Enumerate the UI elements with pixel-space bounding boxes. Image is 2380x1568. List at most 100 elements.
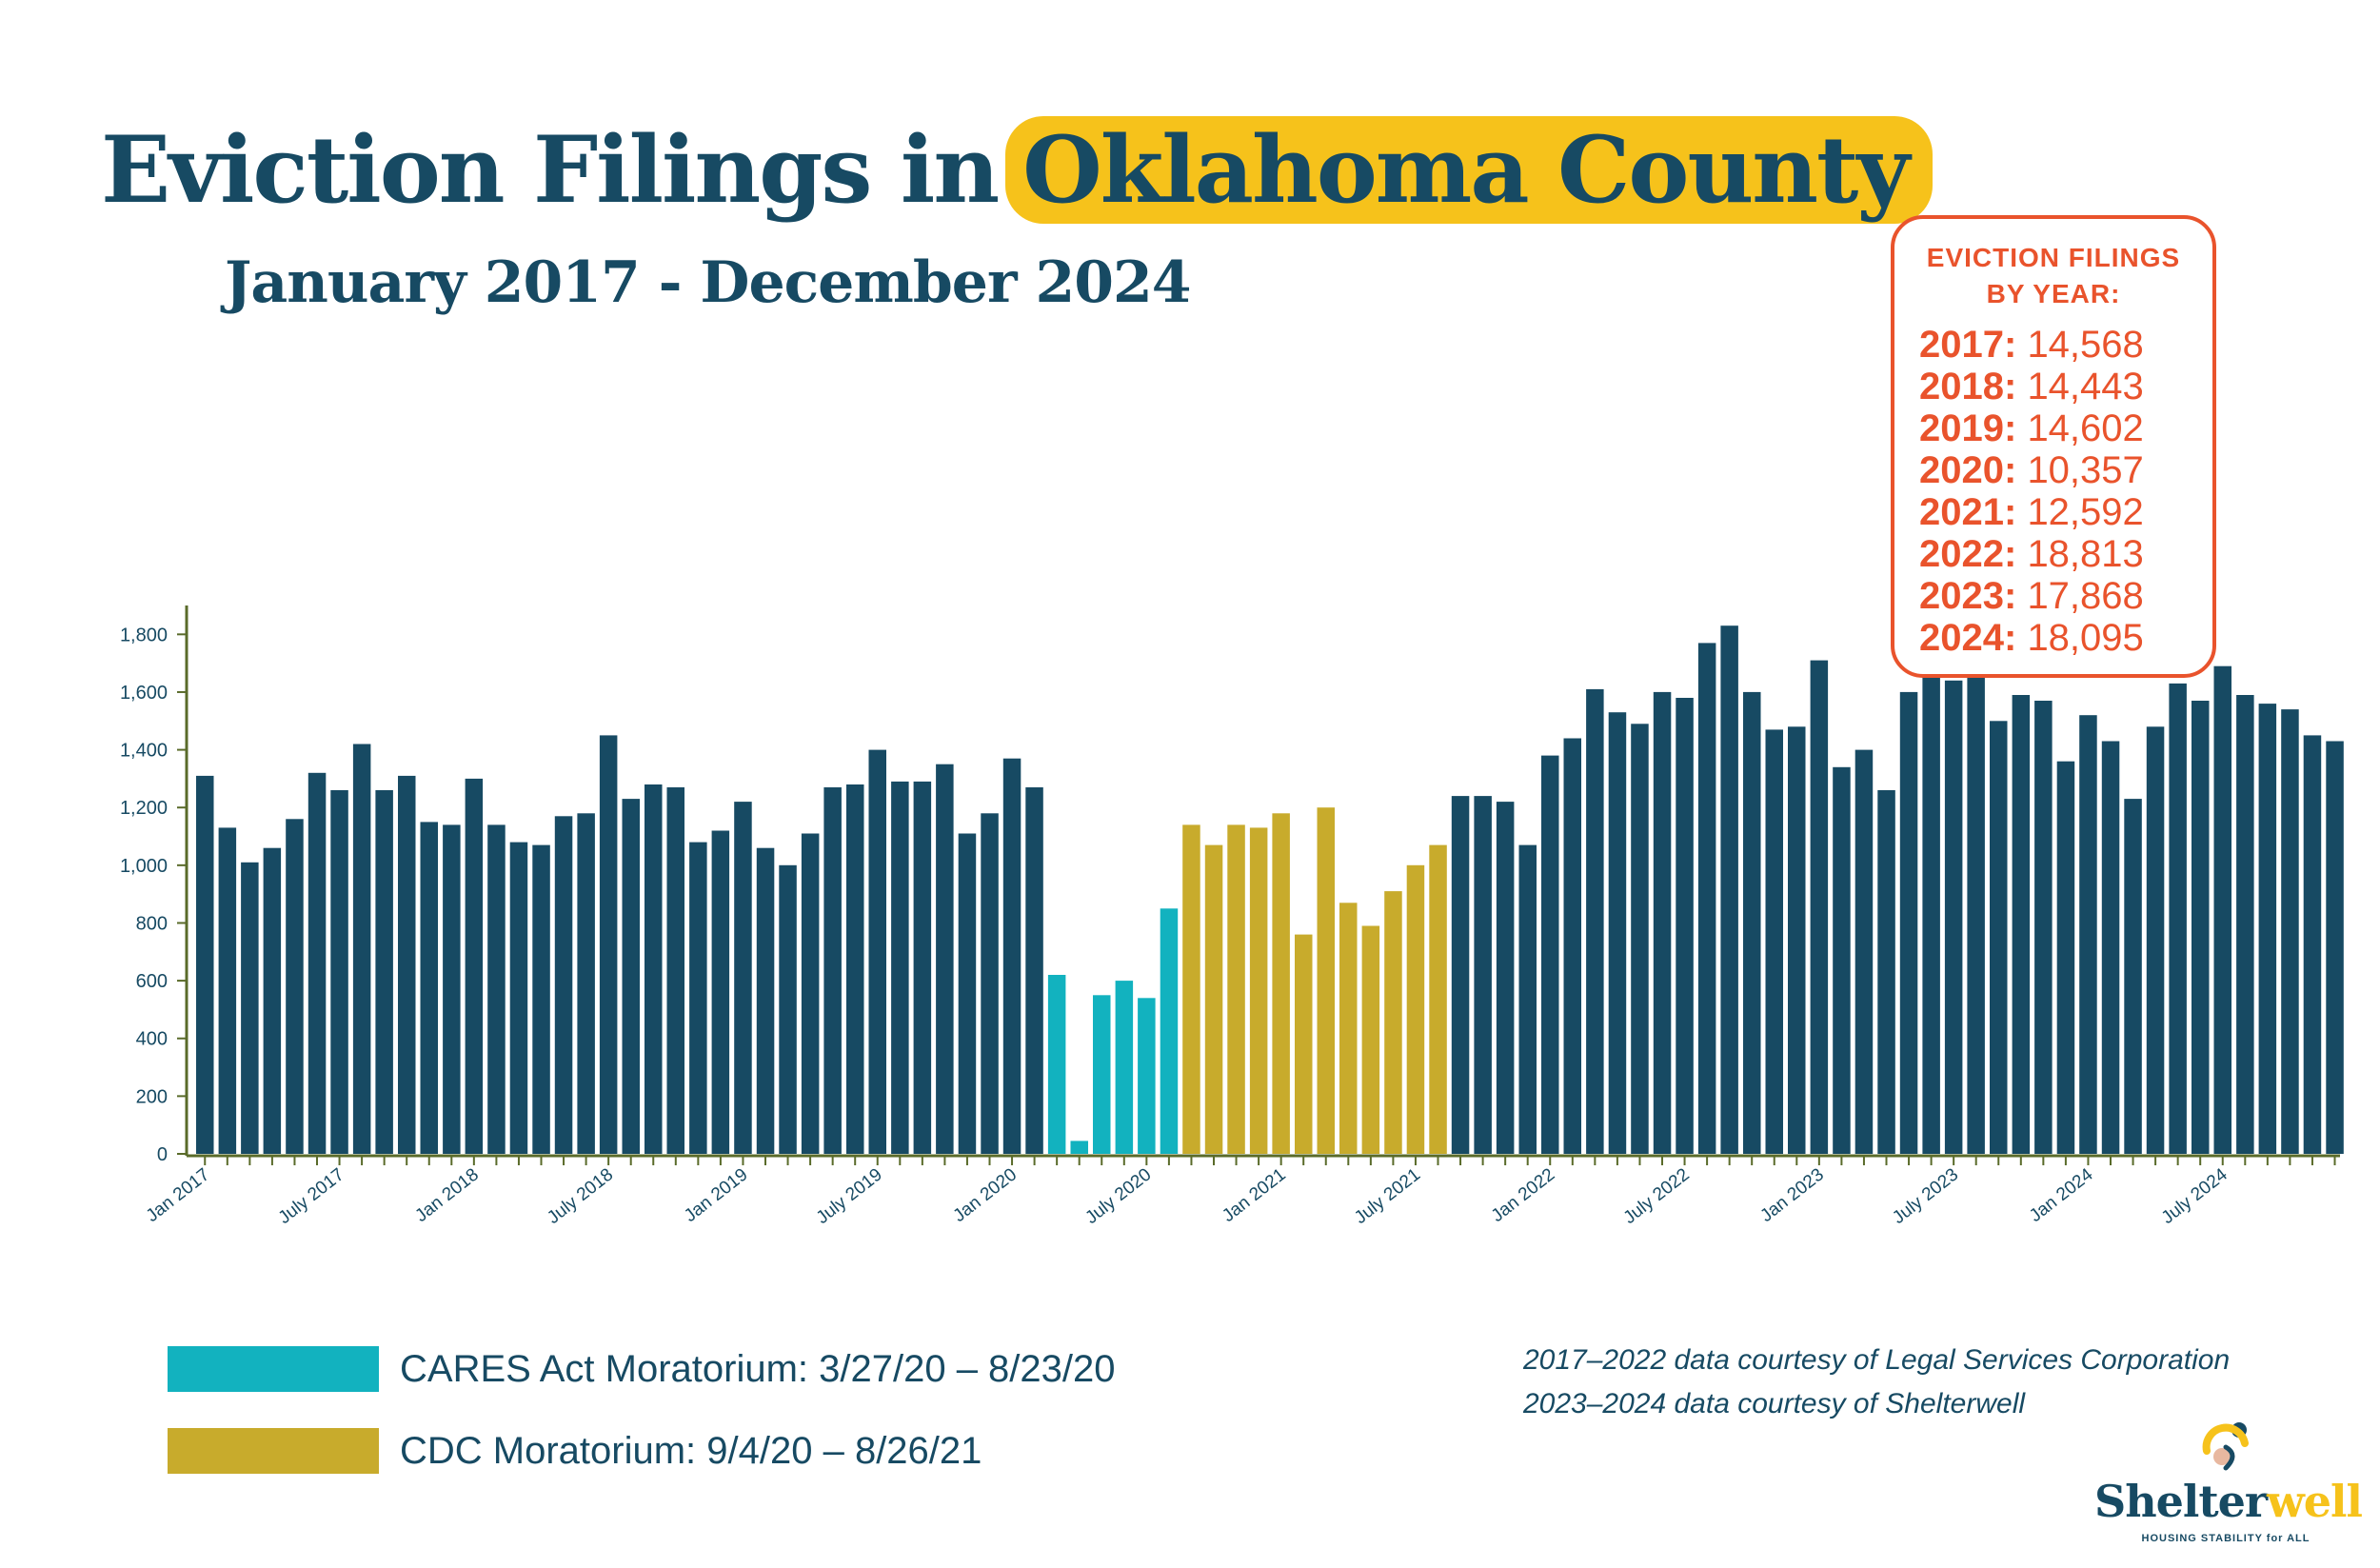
year-total-row: 2020: 10,357 — [1919, 449, 2212, 491]
y-tick-label: 1,600 — [120, 683, 168, 704]
bar — [241, 862, 259, 1154]
legend-swatch-cdc — [168, 1428, 379, 1474]
bar — [196, 775, 214, 1154]
legend-label-cdc: CDC Moratorium: 9/4/20 – 8/26/21 — [400, 1429, 982, 1472]
credit-line-2: 2023–2024 data courtesy of Shelterwell — [1523, 1388, 2026, 1419]
bar — [1810, 660, 1829, 1154]
bar — [1361, 925, 1380, 1154]
y-tick-label: 1,800 — [120, 625, 168, 645]
year-value: 14,568 — [2027, 324, 2144, 366]
bar — [756, 847, 775, 1154]
bar — [487, 824, 506, 1154]
yearly-totals-heading: EVICTION FILINGS BY YEAR: — [1894, 240, 2212, 312]
x-tick-label: Jan 2017 — [143, 1164, 214, 1226]
x-tick-label: Jan 2024 — [2026, 1164, 2097, 1226]
bar — [1967, 674, 1985, 1154]
logo-word-2: well — [2267, 1476, 2363, 1527]
bar — [443, 824, 461, 1154]
chart-title: Eviction Filings in Oklahoma County — [101, 116, 1934, 224]
bar — [2236, 695, 2254, 1154]
bar — [711, 830, 730, 1154]
yearly-totals-heading-line1: EVICTION FILINGS — [1926, 243, 2181, 272]
bar — [846, 784, 864, 1154]
bar — [2056, 761, 2075, 1154]
bar — [689, 842, 707, 1154]
bar — [1788, 726, 1806, 1154]
bar — [666, 787, 684, 1154]
bar — [1339, 903, 1358, 1154]
year-label: 2019: — [1919, 407, 2017, 449]
legend-cares: CARES Act Moratorium: 3/27/20 – 8/23/20 — [168, 1346, 1116, 1392]
bar — [1877, 790, 1895, 1154]
bar — [330, 790, 348, 1154]
year-label: 2017: — [1919, 324, 2017, 366]
bar — [1944, 680, 1963, 1154]
y-tick-label: 1,400 — [120, 741, 168, 762]
year-total-row: 2022: 18,813 — [1919, 533, 2212, 575]
bar — [1518, 844, 1537, 1154]
yearly-totals-box: EVICTION FILINGS BY YEAR: 2017: 14,568 2… — [1891, 215, 2216, 678]
x-tick-label: July 2017 — [275, 1164, 348, 1228]
bar — [554, 816, 573, 1154]
y-tick-label: 1,000 — [120, 856, 168, 877]
year-label: 2020: — [1919, 449, 2017, 491]
year-label: 2023: — [1919, 575, 2017, 617]
year-value: 10,357 — [2027, 449, 2144, 491]
bar — [1115, 981, 1134, 1154]
bar — [981, 813, 999, 1154]
bar — [1474, 796, 1492, 1154]
year-label: 2021: — [1919, 491, 2017, 533]
bar — [1182, 824, 1200, 1154]
logo-tagline: HOUSING STABILITY for ALL — [2141, 1533, 2311, 1544]
legend-label-cares: CARES Act Moratorium: 3/27/20 – 8/23/20 — [400, 1347, 1116, 1390]
year-value: 18,813 — [2027, 533, 2144, 575]
bar — [375, 790, 393, 1154]
bar — [2079, 715, 2097, 1154]
bar — [1541, 755, 1559, 1154]
x-tick-label: Jan 2018 — [411, 1164, 483, 1226]
bar — [1697, 643, 1716, 1154]
yearly-totals-heading-line2: BY YEAR: — [1986, 279, 2121, 308]
year-total-row: 2018: 14,443 — [1919, 366, 2212, 407]
year-value: 14,602 — [2027, 407, 2144, 449]
bar — [2192, 701, 2210, 1154]
bar — [263, 847, 282, 1154]
bar — [1227, 824, 1245, 1154]
year-total-row: 2024: 18,095 — [1919, 617, 2212, 659]
bar — [1406, 864, 1425, 1154]
bar — [913, 781, 932, 1154]
bar — [1160, 908, 1179, 1154]
bar — [218, 827, 237, 1154]
y-tick-label: 1,200 — [120, 798, 168, 819]
bar — [1676, 698, 1694, 1154]
year-total-row: 2023: 17,868 — [1919, 575, 2212, 617]
bar — [2169, 683, 2187, 1154]
y-tick-label: 600 — [136, 971, 168, 992]
bar — [1608, 712, 1627, 1154]
legend-cdc: CDC Moratorium: 9/4/20 – 8/26/21 — [168, 1428, 982, 1474]
year-label: 2018: — [1919, 366, 2017, 407]
year-value: 14,443 — [2027, 366, 2144, 407]
bar — [532, 844, 550, 1154]
year-value: 12,592 — [2027, 491, 2144, 533]
x-tick-label: July 2022 — [1620, 1164, 1694, 1228]
x-tick-label: July 2021 — [1351, 1164, 1424, 1228]
bar — [1384, 891, 1402, 1154]
bar — [2101, 741, 2120, 1154]
year-total-row: 2017: 14,568 — [1919, 324, 2212, 366]
bar — [286, 819, 304, 1154]
bar — [1854, 749, 1874, 1154]
bar — [509, 842, 528, 1154]
year-total-row: 2021: 12,592 — [1919, 491, 2212, 533]
bar — [2124, 799, 2142, 1154]
bar — [1743, 691, 1761, 1154]
bar — [1249, 827, 1268, 1154]
x-tick-label: July 2018 — [544, 1164, 617, 1228]
y-tick-label: 0 — [157, 1144, 168, 1165]
bar — [2281, 709, 2299, 1154]
bar — [823, 787, 842, 1154]
bar — [1047, 975, 1066, 1154]
shelterwell-logo: Shelterwell HOUSING STABILITY for ALL — [2094, 1419, 2363, 1552]
bar — [2326, 741, 2344, 1154]
bar — [958, 833, 977, 1154]
